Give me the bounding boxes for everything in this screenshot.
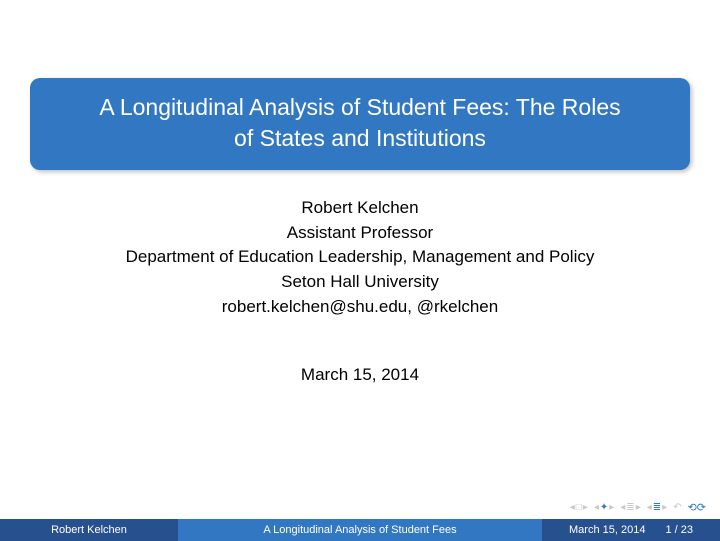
footer-page: 1 / 23 bbox=[665, 524, 693, 536]
nav-icons: ◂□▸ ◂✦▸ ◂≣▸ ◂≣▸ ↶ ⟲⟳ bbox=[570, 501, 706, 514]
date: March 15, 2014 bbox=[0, 365, 720, 385]
author-block: Robert Kelchen Assistant Professor Depar… bbox=[0, 196, 720, 319]
nav-last-icon[interactable]: ◂≣▸ bbox=[647, 502, 667, 513]
nav-first-icon[interactable]: ◂□▸ bbox=[570, 502, 588, 513]
author-role: Assistant Professor bbox=[0, 221, 720, 246]
footer-title: A Longitudinal Analysis of Student Fees bbox=[178, 519, 542, 541]
slide: A Longitudinal Analysis of Student Fees:… bbox=[0, 0, 720, 541]
author-contact: robert.kelchen@shu.edu, @rkelchen bbox=[0, 295, 720, 320]
nav-next-icon[interactable]: ◂≣▸ bbox=[620, 502, 640, 513]
footer-bar: Robert Kelchen A Longitudinal Analysis o… bbox=[0, 519, 720, 541]
author-institution: Seton Hall University bbox=[0, 270, 720, 295]
nav-prev-icon[interactable]: ◂✦▸ bbox=[594, 502, 614, 513]
title-line-2: of States and Institutions bbox=[48, 123, 672, 154]
author-name: Robert Kelchen bbox=[0, 196, 720, 221]
title-block: A Longitudinal Analysis of Student Fees:… bbox=[30, 78, 690, 170]
footer-date-page: March 15, 2014 1 / 23 bbox=[542, 519, 720, 541]
author-department: Department of Education Leadership, Mana… bbox=[0, 245, 720, 270]
footer-author: Robert Kelchen bbox=[0, 519, 178, 541]
nav-back-icon[interactable]: ↶ bbox=[673, 502, 681, 513]
footer-date: March 15, 2014 bbox=[569, 524, 645, 536]
nav-loop-icon[interactable]: ⟲⟳ bbox=[688, 501, 706, 514]
title-line-1: A Longitudinal Analysis of Student Fees:… bbox=[48, 92, 672, 123]
